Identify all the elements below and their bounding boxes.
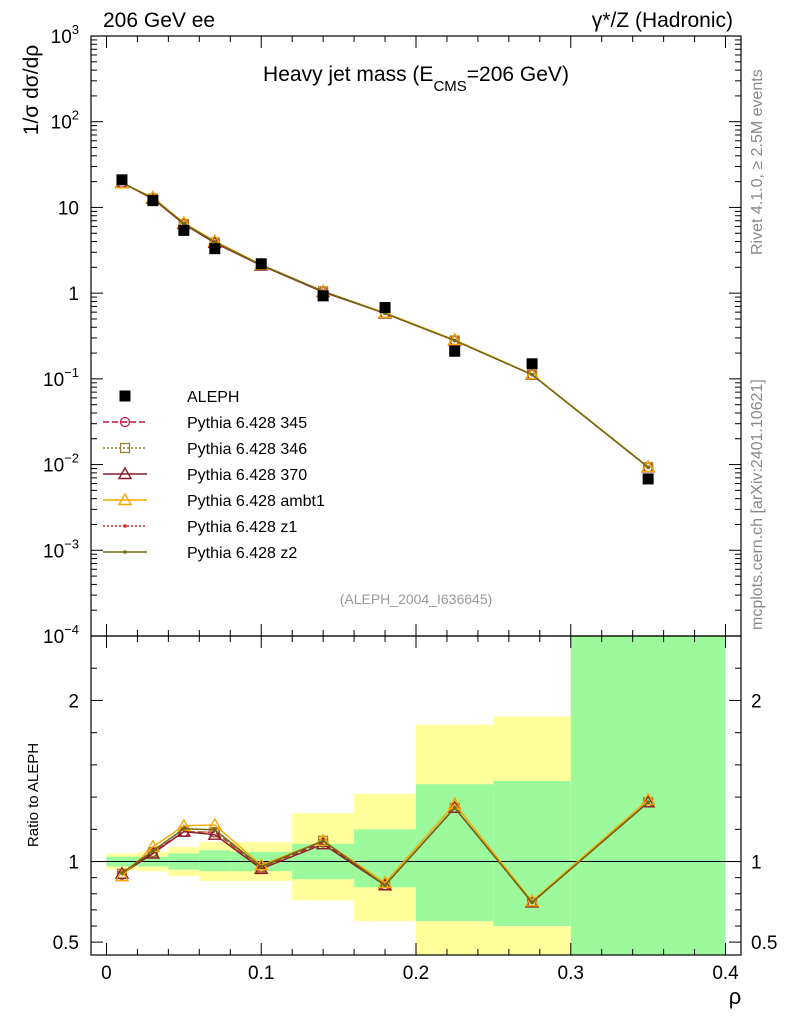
analysis-tag: (ALEPH_2004_I636645): [340, 591, 493, 607]
ratio-y-tick-label: 1: [68, 853, 79, 874]
chart-title-subscript: CMS: [433, 78, 466, 95]
data-point-aleph: [209, 243, 221, 255]
ratio-point-pythia-6-428-z2: [213, 828, 217, 832]
legend-label-pythia-6-428-346: Pythia 6.428 346: [187, 441, 307, 458]
ratio-point-pythia-6-428-z2: [646, 800, 650, 805]
rivet-version-label: Rivet 4.1.0, ≥ 2.5M events: [749, 69, 766, 255]
header-left: 206 GeV ee: [103, 9, 215, 32]
header-right: γ*/Z (Hadronic): [592, 9, 733, 32]
x-tick-label: 0.2: [403, 963, 429, 984]
chart-title-end: =206 GeV): [467, 63, 569, 86]
x-tick-label: 0: [101, 963, 112, 984]
ratio-point-pythia-6-428-z2: [120, 871, 124, 875]
y-tick-label: 10−3: [43, 536, 79, 562]
series-point-pythia-6-428-z2: [182, 221, 186, 226]
series-point-pythia-6-428-ambt1: [640, 459, 656, 473]
y-tick-label-base: 10: [43, 370, 64, 391]
y-tick-label-base: 10: [51, 113, 72, 134]
ratio-point-pythia-6-428-z2: [383, 883, 387, 888]
ratio-point-pythia-6-428-370: [640, 794, 656, 808]
chart-title: Heavy jet mass (ECMS=206 GeV): [263, 63, 569, 95]
y-tick-label: 10−1: [43, 365, 79, 391]
ratio-y-tick-label: 0.5: [53, 933, 79, 954]
y-tick-label: 103: [51, 22, 79, 48]
legend-label-pythia-6-428-z2: Pythia 6.428 z2: [187, 545, 297, 562]
ratio-point-pythia-6-428-370: [207, 827, 223, 840]
y-axis-label: 1/σ dσ/dρ: [20, 45, 43, 135]
data-point-aleph: [147, 195, 159, 207]
data-point-aleph: [255, 258, 267, 270]
ratio-line-pythia-6-428-z2: [121, 801, 649, 904]
mcplots-source-label: mcplots.cern.ch [arXiv:2401.10621]: [749, 379, 766, 630]
data-point-aleph: [317, 290, 329, 302]
legend-marker-pythia-6-428-370: [117, 466, 133, 480]
ratio-stat-uncertainty-band: [493, 781, 571, 926]
data-point-aleph: [116, 174, 128, 186]
ratio-point-pythia-6-428-ambt1: [640, 792, 656, 806]
chart-title-main: Heavy jet mass (E: [263, 63, 433, 86]
ratio-point-pythia-6-428-ambt1: [114, 868, 130, 882]
legend-marker-pythia-6-428-z1: [123, 524, 127, 528]
y-tick-label-base: 10: [51, 27, 72, 48]
ratio-y-tick-label-right: 0.5: [751, 933, 777, 954]
data-point-aleph: [449, 345, 461, 357]
ratio-point-pythia-6-428-ambt1: [315, 833, 331, 846]
legend-label-pythia-6-428-z1: Pythia 6.428 z1: [187, 519, 297, 536]
ratio-point-pythia-6-428-z2: [321, 838, 325, 843]
y-tick-label: 10: [58, 198, 79, 219]
ratio-y-tick-label-right: 2: [751, 691, 762, 712]
legend-label-pythia-6-428-370: Pythia 6.428 370: [187, 467, 307, 484]
legend-marker-pythia-6-428-ambt1: [117, 492, 133, 506]
y-tick-label: 102: [51, 108, 79, 134]
ratio-stat-uncertainty-band: [199, 850, 231, 872]
legend-label-pythia-6-428-345: Pythia 6.428 345: [187, 415, 307, 432]
legend-label-pythia-6-428-ambt1: Pythia 6.428 ambt1: [187, 493, 325, 510]
y-tick-label-exponent: −2: [64, 451, 79, 466]
ratio-y-axis-label: Ratio to ALEPH: [25, 743, 42, 847]
data-point-aleph: [379, 301, 391, 313]
y-tick-label-base: 10: [43, 627, 64, 648]
ratio-y-tick-label: 2: [68, 691, 79, 712]
legend-label-aleph: ALEPH: [187, 389, 239, 406]
y-tick-label-base: 10: [43, 541, 64, 562]
ratio-point-pythia-6-428-370: [377, 877, 393, 891]
legend-marker-aleph: [119, 390, 131, 402]
series-line-pythia-6-428-z2: [121, 181, 649, 468]
ratio-point-pythia-6-428-z2: [182, 826, 186, 831]
series-point-pythia-6-428-z2: [530, 372, 534, 377]
series-point-pythia-6-428-z2: [213, 240, 217, 244]
legend-marker-pythia-6-428-345: [119, 416, 131, 428]
ratio-y-tick-label-right: 1: [751, 853, 762, 874]
y-tick-label-exponent: −3: [64, 536, 79, 551]
series-point-pythia-6-428-z2: [452, 338, 457, 343]
x-tick-label: 0.3: [558, 963, 584, 984]
y-tick-label-exponent: −4: [64, 622, 79, 637]
y-tick-label-base: 1: [68, 284, 79, 305]
y-tick-label-base: 10: [58, 198, 79, 219]
series-point-pythia-6-428-z2: [646, 465, 650, 470]
ratio-point-pythia-6-428-z2: [259, 864, 264, 869]
x-tick-label: 0.1: [248, 963, 274, 984]
x-tick-label: 0.4: [712, 963, 739, 984]
x-axis-label: ρ: [729, 984, 742, 1009]
data-point-aleph: [526, 358, 538, 370]
legend-marker-pythia-6-428-z2: [123, 550, 127, 554]
y-tick-label-base: 10: [43, 456, 64, 477]
ratio-point-pythia-6-428-370: [254, 861, 269, 875]
ratio-point-pythia-6-428-z2: [151, 849, 155, 853]
y-tick-label-exponent: 3: [72, 22, 79, 37]
y-tick-label: 1: [68, 284, 79, 305]
legend-marker-pythia-6-428-346: [119, 442, 131, 454]
ratio-point-pythia-6-428-z2: [452, 806, 457, 810]
y-tick-label-exponent: 2: [72, 108, 79, 123]
y-tick-label: 10−4: [43, 622, 79, 648]
data-point-aleph: [642, 473, 654, 485]
data-point-aleph: [178, 224, 190, 236]
y-tick-label: 10−2: [43, 451, 79, 477]
y-tick-label-exponent: −1: [64, 365, 79, 380]
ratio-point-pythia-6-428-z2: [530, 900, 534, 905]
